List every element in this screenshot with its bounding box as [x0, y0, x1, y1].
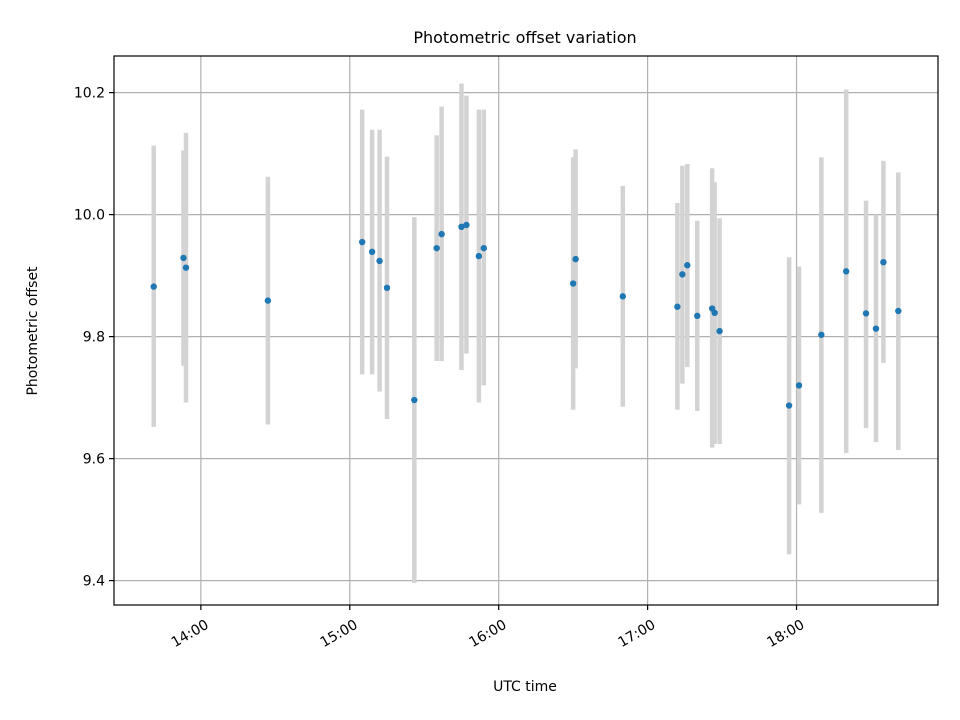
data-point [679, 271, 686, 278]
x-axis-label: UTC time [493, 679, 557, 695]
data-point [458, 223, 465, 230]
data-point [872, 325, 880, 332]
y-tick-label: 9.8 [83, 330, 105, 346]
data-point [411, 396, 418, 404]
data-point [264, 297, 272, 304]
data-point [180, 254, 187, 262]
y-tick-label: 10.0 [74, 208, 105, 224]
data-point [475, 252, 483, 260]
data-point [862, 310, 870, 317]
data-point [383, 284, 391, 291]
data-point [785, 402, 793, 409]
data-point [150, 283, 157, 290]
data-point [619, 293, 626, 300]
y-tick-label: 9.4 [83, 574, 105, 590]
data-point [716, 327, 723, 335]
data-point [368, 248, 376, 256]
data-point [438, 230, 445, 238]
data-point [480, 244, 488, 252]
data-points [150, 221, 902, 409]
data-point [463, 221, 470, 229]
plot-frame [113, 55, 939, 606]
data-point [895, 307, 902, 315]
y-tick-label: 9.6 [83, 452, 105, 468]
y-tick-label: 10.2 [74, 86, 105, 102]
y-axis-label: Photometric offset [25, 266, 41, 396]
data-point [358, 238, 366, 246]
y-axis-ticks: 9.4 9.6 9.8 10.0 10.2 [74, 86, 114, 590]
data-point [711, 309, 718, 317]
data-point [818, 331, 825, 338]
data-point [182, 264, 190, 271]
data-point [795, 382, 803, 389]
data-point [674, 303, 681, 310]
data-point [569, 280, 577, 287]
data-point [572, 255, 579, 263]
data-point [376, 257, 383, 265]
chart-title: Photometric offset variation [413, 28, 636, 47]
data-point [433, 244, 440, 252]
data-point [842, 268, 850, 275]
data-point [694, 312, 701, 320]
data-point [880, 258, 887, 266]
data-point [684, 262, 691, 269]
